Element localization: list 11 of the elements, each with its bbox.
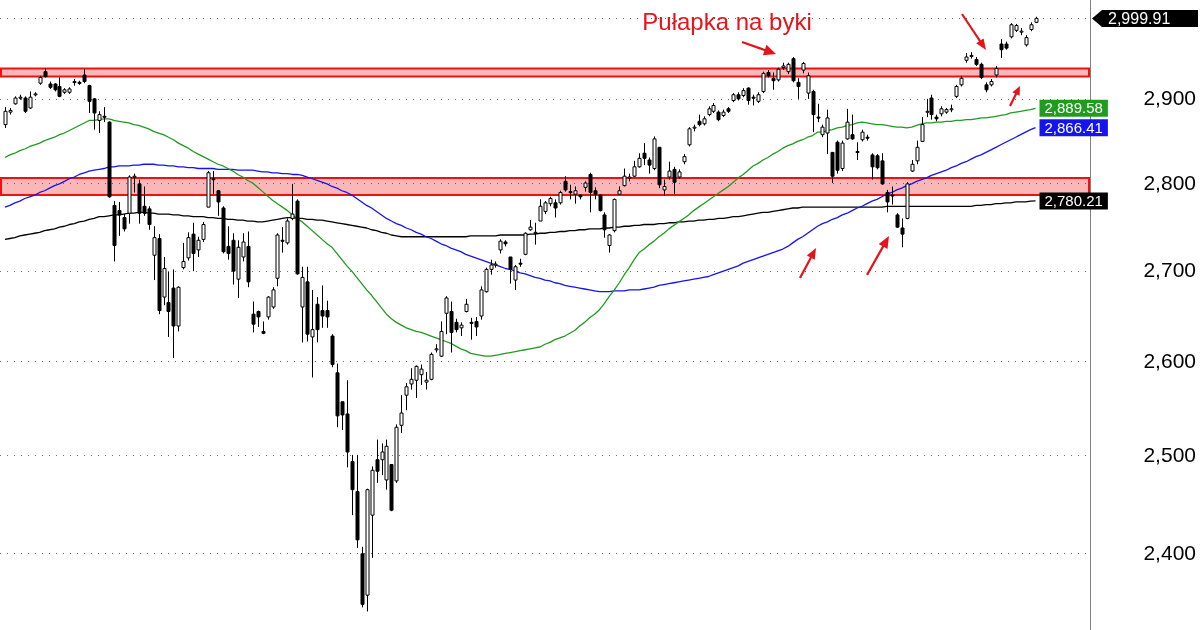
annotation: Pułapka na byki [642,8,812,35]
y-tick-label: 2,700 [1143,257,1196,281]
data-label: 2,889.58 [1044,99,1103,117]
y-tick-label: 2,500 [1143,442,1196,466]
text: 2,999.91 [1108,9,1171,27]
data-label: 2,866.41 [1044,118,1103,136]
y-tick-label: 2,900 [1143,86,1196,110]
y-tick-label: 2,600 [1143,348,1196,372]
y-tick-label: 2,800 [1143,170,1196,194]
data-label: 2,780.21 [1044,192,1103,210]
y-tick-label: 2,400 [1143,540,1196,564]
